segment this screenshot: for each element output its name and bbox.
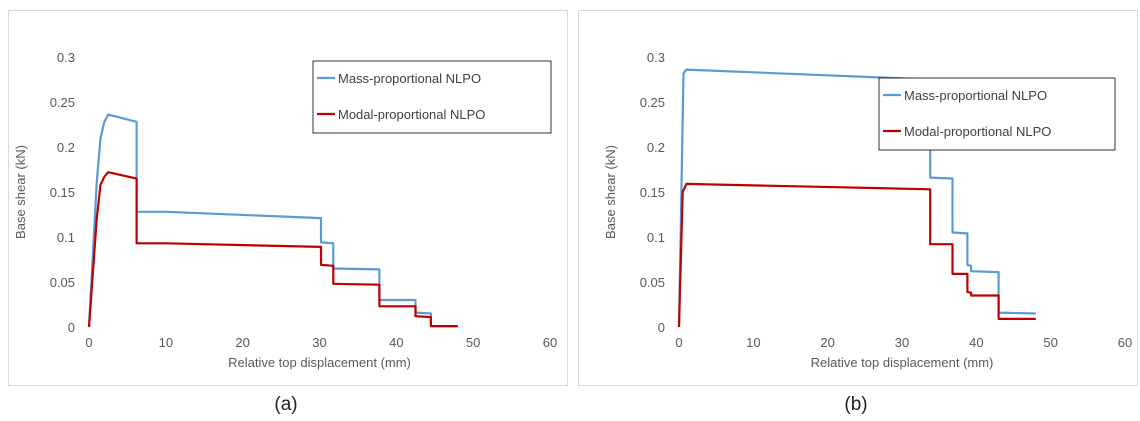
series-line-modal [677,182,1036,328]
chart-b-svg: 0 10 20 30 40 50 60 0 0.05 0.1 0.15 0.2 0.25 0.3 Relat… [603,50,1132,370]
legend-box [878,77,1116,151]
x-tick-label: 60 [1118,335,1132,350]
y-tick-label: 0.2 [647,140,665,155]
caption-b: (b) [844,394,868,415]
legend-label: Mass-proportional NLPO [904,88,1047,103]
y-tick-label: 0.2 [57,140,75,155]
x-tick-label: 10 [159,335,173,350]
x-tick-label: 10 [746,335,760,350]
series-line-modal [87,171,458,328]
x-tick-label: 50 [1043,335,1057,350]
series-line-mass [87,113,458,328]
y-tick-label: 0.25 [640,95,665,110]
legend-box [312,60,552,134]
x-tick-label: 20 [235,335,249,350]
chart-a-svg: 0 10 20 30 40 50 60 0 0.05 0.1 0.15 0.2 0.25 0.3 Relat… [13,50,557,370]
x-tick-label: 40 [389,335,403,350]
x-tick-label: 30 [312,335,326,350]
chart-panel-a: 0 10 20 30 40 50 60 0 0.05 0.1 0.15 0.2 0.25 0.3 Relat… [8,10,568,386]
x-axis-title: Relative top displacement (mm) [228,355,411,370]
y-tick-label: 0.05 [640,275,665,290]
legend-label: Modal-proportional NLPO [904,124,1051,139]
series-line-mass [677,68,1036,328]
y-tick-label: 0.15 [50,185,75,200]
x-tick-label: 50 [466,335,480,350]
x-tick-label: 0 [85,335,92,350]
x-tick-label: 40 [969,335,983,350]
y-tick-label: 0.25 [50,95,75,110]
y-tick-label: 0.3 [57,50,75,65]
x-tick-label: 0 [675,335,682,350]
chart-panel-b: 0 10 20 30 40 50 60 0 0.05 0.1 0.15 0.2 0.25 0.3 Relat… [578,10,1138,386]
x-axis-title: Relative top displacement (mm) [811,355,994,370]
x-tick-label: 20 [820,335,834,350]
y-axis-title: Base shear (kN) [603,145,618,239]
y-tick-label: 0.1 [57,230,75,245]
y-tick-label: 0 [658,320,665,335]
legend-label: Modal-proportional NLPO [338,107,485,122]
legend-label: Mass-proportional NLPO [338,71,481,86]
y-tick-label: 0.15 [640,185,665,200]
y-tick-label: 0.1 [647,230,665,245]
y-tick-label: 0.05 [50,275,75,290]
caption-a: (a) [274,394,298,415]
y-tick-label: 0 [68,320,75,335]
x-tick-label: 30 [895,335,909,350]
y-axis-title: Base shear (kN) [13,145,28,239]
x-tick-label: 60 [543,335,557,350]
y-tick-label: 0.3 [647,50,665,65]
